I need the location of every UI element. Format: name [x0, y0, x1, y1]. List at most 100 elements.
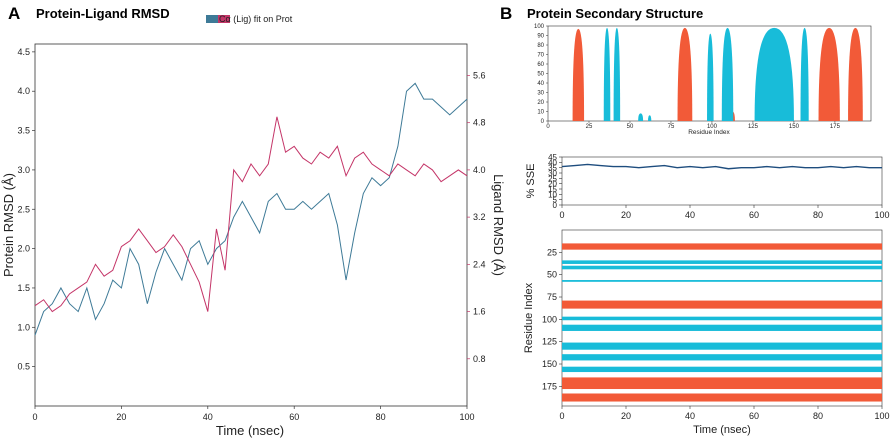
legend-swatch-protein — [206, 15, 218, 23]
helix-band — [562, 377, 882, 390]
rmsd-x-tick-label: 0 — [32, 412, 37, 422]
panel-a-title: Protein-Ligand RMSD — [36, 6, 170, 21]
sse-percent-x-tick-label: 40 — [685, 210, 695, 220]
sse-residue-x-tick-label: 100 — [707, 124, 718, 130]
sse-percent-x-tick-label: 100 — [874, 210, 889, 220]
sse-residue-y-tick-label: 0 — [541, 119, 545, 125]
rmsd-y-tick-label: 4.0 — [17, 86, 30, 96]
sse-timeline-y-tick-label: 25 — [547, 247, 557, 257]
sse-percent-x-tick-label: 60 — [749, 210, 759, 220]
sse-timeline-x-tick-label: 80 — [813, 411, 823, 421]
sse-residue-y-tick-label: 80 — [537, 43, 544, 49]
strand-region — [648, 115, 652, 121]
rmsd-x-tick-label: 80 — [376, 412, 386, 422]
sse-residue-y-tick-label: 30 — [537, 91, 544, 97]
panel-a-letter: A — [8, 4, 20, 23]
sse-percent-y-tick-label: 25 — [548, 174, 557, 183]
sse-percent-x-tick-label: 0 — [559, 210, 564, 220]
rmsd-y-tick-label: 4.5 — [17, 47, 30, 57]
sse-timeline-y-tick-label: 75 — [547, 292, 557, 302]
rmsd-y-axis-label: Protein RMSD (Å) — [1, 173, 16, 277]
sse-residue-y-tick-label: 70 — [537, 53, 544, 59]
rmsd-y-right-tick-label: 4.8 — [473, 118, 486, 128]
sse-percent-frame — [561, 156, 883, 206]
sse-percent-y-tick-label: 20 — [548, 180, 557, 189]
rmsd-y-right-tick-label: 1.6 — [473, 307, 486, 317]
sse-residue-y-tick-label: 10 — [537, 110, 544, 116]
sse-timeline-y-tick-label: 125 — [542, 337, 557, 347]
rmsd-plot-frame — [34, 43, 468, 407]
strand-region — [638, 113, 644, 121]
ligand-rmsd-line — [34, 116, 468, 313]
strand-band — [562, 280, 882, 282]
sse-timeline-x-tick-label: 40 — [685, 411, 695, 421]
rmsd-y-tick-label: 2.5 — [17, 204, 30, 214]
sse-residue-y-tick-label: 100 — [534, 24, 545, 30]
helix-band — [562, 393, 882, 402]
sse-residue-x-tick-label: 125 — [748, 124, 759, 130]
strand-band — [562, 324, 882, 331]
helix-region — [818, 27, 840, 121]
sse-residue-x-tick-label: 75 — [668, 124, 675, 130]
rmsd-x-tick-label: 20 — [116, 412, 126, 422]
helix-region — [677, 27, 693, 121]
sse-residue-y-tick-label: 90 — [537, 34, 544, 40]
sse-residue-x-axis-label: Residue Index — [688, 129, 730, 136]
rmsd-y-tick-label: 1.0 — [17, 322, 30, 332]
sse-residue-x-tick-label: 25 — [586, 124, 593, 130]
legend-text: Cα (Lig) fit on Prot — [219, 14, 293, 24]
strand-region — [603, 27, 611, 121]
sse-percent-y-tick-label: 5 — [553, 196, 558, 205]
helix-band — [562, 243, 882, 250]
rmsd-x-tick-label: 100 — [459, 412, 474, 422]
rmsd-y-tick-label: 2.0 — [17, 244, 30, 254]
sse-percent-y-tick-label: 45 — [548, 153, 557, 162]
rmsd-y-right-tick-label: 3.2 — [473, 212, 486, 222]
sse-percent-y-tick-label: 40 — [548, 158, 557, 167]
sse-timeline-x-tick-label: 0 — [559, 411, 564, 421]
sse-percent-y-axis-label: % SSE — [525, 164, 537, 199]
rmsd-y-tick-label: 3.5 — [17, 126, 30, 136]
sse-percent-y-tick-label: 10 — [548, 190, 557, 199]
sse-residue-chart: 0 10 20 30 40 50 60 70 80 90 100 0 25 50 75 100 125 150 1… — [534, 24, 872, 136]
sse-percent-y-tick-label: 0 — [553, 201, 558, 210]
rmsd-x-tick-label: 40 — [203, 412, 213, 422]
panel-b-title: Protein Secondary Structure — [527, 6, 703, 21]
sse-timeline-x-tick-label: 100 — [874, 411, 889, 421]
sse-percent-x-tick-label: 80 — [813, 210, 823, 220]
sse-residue-y-tick-label: 20 — [537, 100, 544, 106]
sse-percent-y-tick-label: 30 — [548, 169, 557, 178]
sse-residue-x-tick-label: 0 — [546, 124, 550, 130]
strand-region — [707, 33, 714, 121]
rmsd-x-axis-label: Time (nsec) — [216, 423, 284, 438]
sse-timeline-y-tick-label: 150 — [542, 359, 557, 369]
sse-timeline-chart: 25 50 75 100 125 150 175 0 20 40 60 80 100 Time (ns… — [523, 229, 890, 436]
strand-band — [562, 366, 882, 373]
sse-percent-line — [561, 163, 882, 170]
strand-region — [721, 27, 734, 121]
legend-swatch-ligand — [218, 15, 230, 23]
sse-timeline-x-tick-label: 60 — [749, 411, 759, 421]
sse-residue-y-tick-label: 50 — [537, 72, 544, 78]
sse-timeline-x-axis-label: Time (nsec) — [693, 424, 751, 436]
rmsd-y-right-axis-label: Ligand RMSD (Å) — [491, 174, 506, 276]
helix-band — [562, 300, 882, 309]
strand-band — [562, 354, 882, 361]
strand-band — [562, 316, 882, 321]
rmsd-y-right-tick-label: 0.8 — [473, 354, 486, 364]
sse-residue-x-tick-label: 150 — [789, 124, 800, 130]
rmsd-y-right-tick-label: 5.6 — [473, 70, 486, 80]
rmsd-x-tick-label: 60 — [289, 412, 299, 422]
strand-band — [562, 265, 882, 270]
strand-band — [562, 260, 882, 264]
strand-region — [613, 27, 621, 121]
sse-timeline-y-tick-label: 100 — [542, 314, 557, 324]
strand-region — [800, 27, 809, 121]
strand-region — [754, 27, 794, 121]
helix-region — [848, 27, 863, 121]
sse-timeline-y-axis-label: Residue Index — [523, 282, 535, 353]
sse-timeline-x-tick-label: 20 — [621, 411, 631, 421]
protein-rmsd-line — [34, 82, 468, 336]
